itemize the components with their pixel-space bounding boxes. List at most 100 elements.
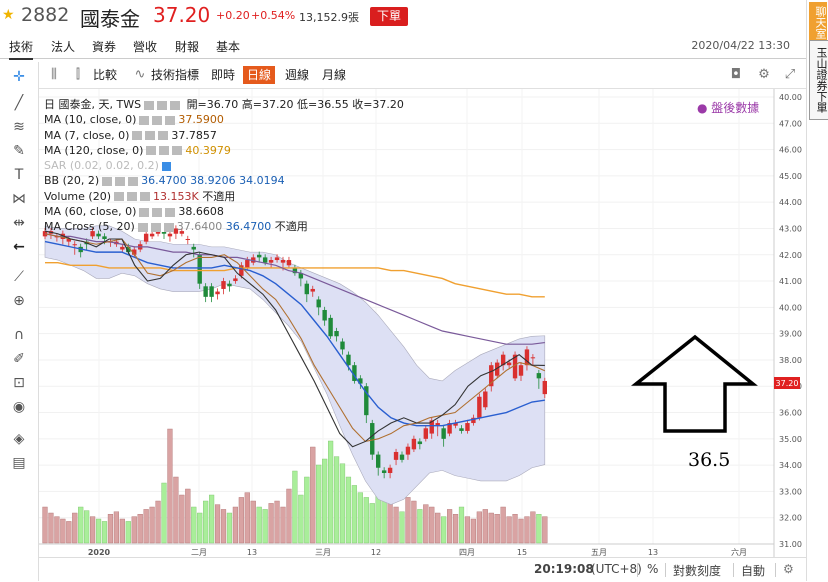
legend-control-icons[interactable] [132, 131, 169, 141]
monthly-button[interactable]: 月線 [322, 68, 347, 82]
chart-toolbar: ⫼ ⫿ 比較 ∿ 技術指標 即時 日線 週線 月線 ◘ ⚙ ⤢ [39, 62, 806, 89]
legend-control-icons[interactable] [146, 146, 183, 156]
tab-revenue[interactable]: 營收 [133, 40, 158, 54]
text-icon[interactable]: T [14, 167, 24, 183]
candle-body [334, 331, 339, 337]
volume-bar [48, 512, 54, 544]
legend-sar: SAR (0.02, 0.02, 0.2) [44, 158, 404, 173]
esun-order-button[interactable]: 玉山證券下單 [809, 40, 828, 120]
tab-financials[interactable]: 財報 [175, 40, 200, 54]
log-scale-toggle[interactable]: 對數刻度 [673, 564, 722, 578]
lock-icon[interactable]: ⊡ [13, 375, 25, 391]
up-arrow-annotation [630, 334, 758, 433]
candle-body [251, 257, 256, 263]
legend-bb: BB (20, 2) 36.4700 38.9206 34.0194 [44, 174, 285, 188]
timezone[interactable]: (UTC+8) [591, 562, 642, 576]
pattern-icon[interactable]: ⋈ [12, 191, 26, 207]
chart-settings-icon[interactable]: ⚙ [783, 562, 794, 576]
volume-bar [113, 511, 120, 544]
price-tick: 41.00 [779, 277, 802, 286]
candle-body [268, 260, 274, 263]
ruler-icon[interactable]: ⟋ [14, 269, 24, 285]
candlesticks [42, 225, 547, 479]
compare-button[interactable]: 比較 [93, 68, 118, 82]
candle-body [405, 446, 411, 455]
price-tick: 32.00 [779, 514, 802, 523]
volume-bar [203, 500, 209, 544]
tab-basic[interactable]: 基本 [216, 40, 241, 54]
price-tick: 45.00 [779, 172, 802, 181]
volume-bar [470, 518, 477, 544]
weekly-button[interactable]: 週線 [285, 68, 310, 82]
volume-bar [137, 514, 143, 544]
indicator-icon[interactable]: ∿ [134, 67, 146, 82]
lock-drawing-icon[interactable]: ✐ [13, 351, 25, 367]
compare-icon[interactable]: ⫿ [75, 67, 81, 82]
chart-bottom-bar: 20:19:08 (UTC+8) % 對數刻度 自動 ⚙ [39, 557, 806, 582]
time-tick: 六月 [731, 547, 747, 557]
back-arrow-icon[interactable]: ← [13, 239, 25, 255]
intraday-button[interactable]: 即時 [211, 68, 236, 82]
candle-body [316, 299, 321, 308]
crosshair-icon[interactable]: ✛ [13, 69, 25, 85]
tab-technical[interactable]: 技術 [9, 38, 34, 60]
candle-body [120, 246, 125, 250]
ma7-line [44, 230, 545, 448]
volume-bars [42, 428, 548, 544]
zoom-in-icon[interactable]: ⊕ [13, 293, 25, 309]
price-chart[interactable]: 40.00 47.00 46.00 45.00 44.00 43.00 42.00 41.00… [39, 89, 806, 557]
eye-toggle-icon[interactable] [162, 161, 172, 171]
price-tick: 38.00 [779, 356, 802, 365]
legend-control-icons[interactable] [114, 192, 150, 202]
candle-body [495, 362, 500, 376]
candle-body [393, 451, 399, 460]
time-tick: 15 [517, 548, 527, 557]
legend-control-icons[interactable] [139, 115, 176, 125]
auto-scale-toggle[interactable]: 自動 [741, 564, 766, 578]
favorite-star-icon[interactable]: ★ [2, 7, 15, 23]
volume-bar [250, 500, 256, 544]
brush-icon[interactable]: ✎ [13, 143, 25, 159]
volume-bar [262, 509, 268, 544]
indicators-button[interactable]: 技術指標 [151, 68, 200, 82]
daily-button[interactable]: 日線 [243, 66, 276, 84]
legend-ma10: MA (10, close, 0) 37.5900 [44, 113, 224, 127]
layers-icon[interactable]: ◈ [13, 431, 25, 447]
volume-bar [292, 470, 298, 544]
volume-bar [452, 514, 459, 544]
percent-toggle[interactable]: % [647, 562, 659, 576]
settings-gear-icon[interactable]: ⚙ [758, 67, 770, 82]
candle-body [471, 417, 476, 424]
candle-body [453, 423, 458, 426]
candle-body [387, 467, 393, 474]
volume-bar [333, 456, 340, 544]
candle-body [173, 228, 179, 234]
camera-icon[interactable]: ◘ [730, 67, 742, 82]
legend-control-icons[interactable] [144, 100, 181, 110]
fullscreen-icon[interactable]: ⤢ [784, 67, 796, 82]
legend-control-icons[interactable] [137, 222, 174, 232]
time-tick: 四月 [459, 548, 475, 557]
candle-body [417, 441, 423, 445]
candle-body [500, 354, 506, 366]
tab-margin[interactable]: 資券 [92, 40, 117, 54]
price-tick: 34.00 [779, 461, 802, 470]
legend-control-icons[interactable] [102, 176, 139, 186]
eye-icon[interactable]: ◉ [12, 399, 26, 415]
chat-room-button[interactable]: 聊天室 [809, 2, 827, 42]
measure-icon[interactable]: ⇹ [13, 215, 25, 231]
fib-icon[interactable]: ≋ [13, 119, 25, 135]
volume-bar [322, 458, 328, 544]
legend-control-icons[interactable] [139, 207, 176, 217]
candle-type-icon[interactable]: ⫼ [51, 67, 57, 82]
trash-icon[interactable]: ▤ [12, 455, 26, 471]
after-hours-data-label[interactable]: ● 盤後數據 [697, 101, 760, 115]
legend-macross: MA Cross (5, 20) 37.6400 36.4700 不適用 [44, 220, 308, 234]
candle-body [239, 265, 244, 276]
tab-institutional[interactable]: 法人 [51, 40, 76, 54]
magnet-icon[interactable]: ∩ [13, 327, 25, 343]
trendline-icon[interactable]: ╱ [14, 95, 24, 111]
order-button[interactable]: 下單 [370, 7, 408, 26]
time-tick: 12 [371, 548, 381, 557]
stock-name: 國泰金 [80, 7, 140, 31]
